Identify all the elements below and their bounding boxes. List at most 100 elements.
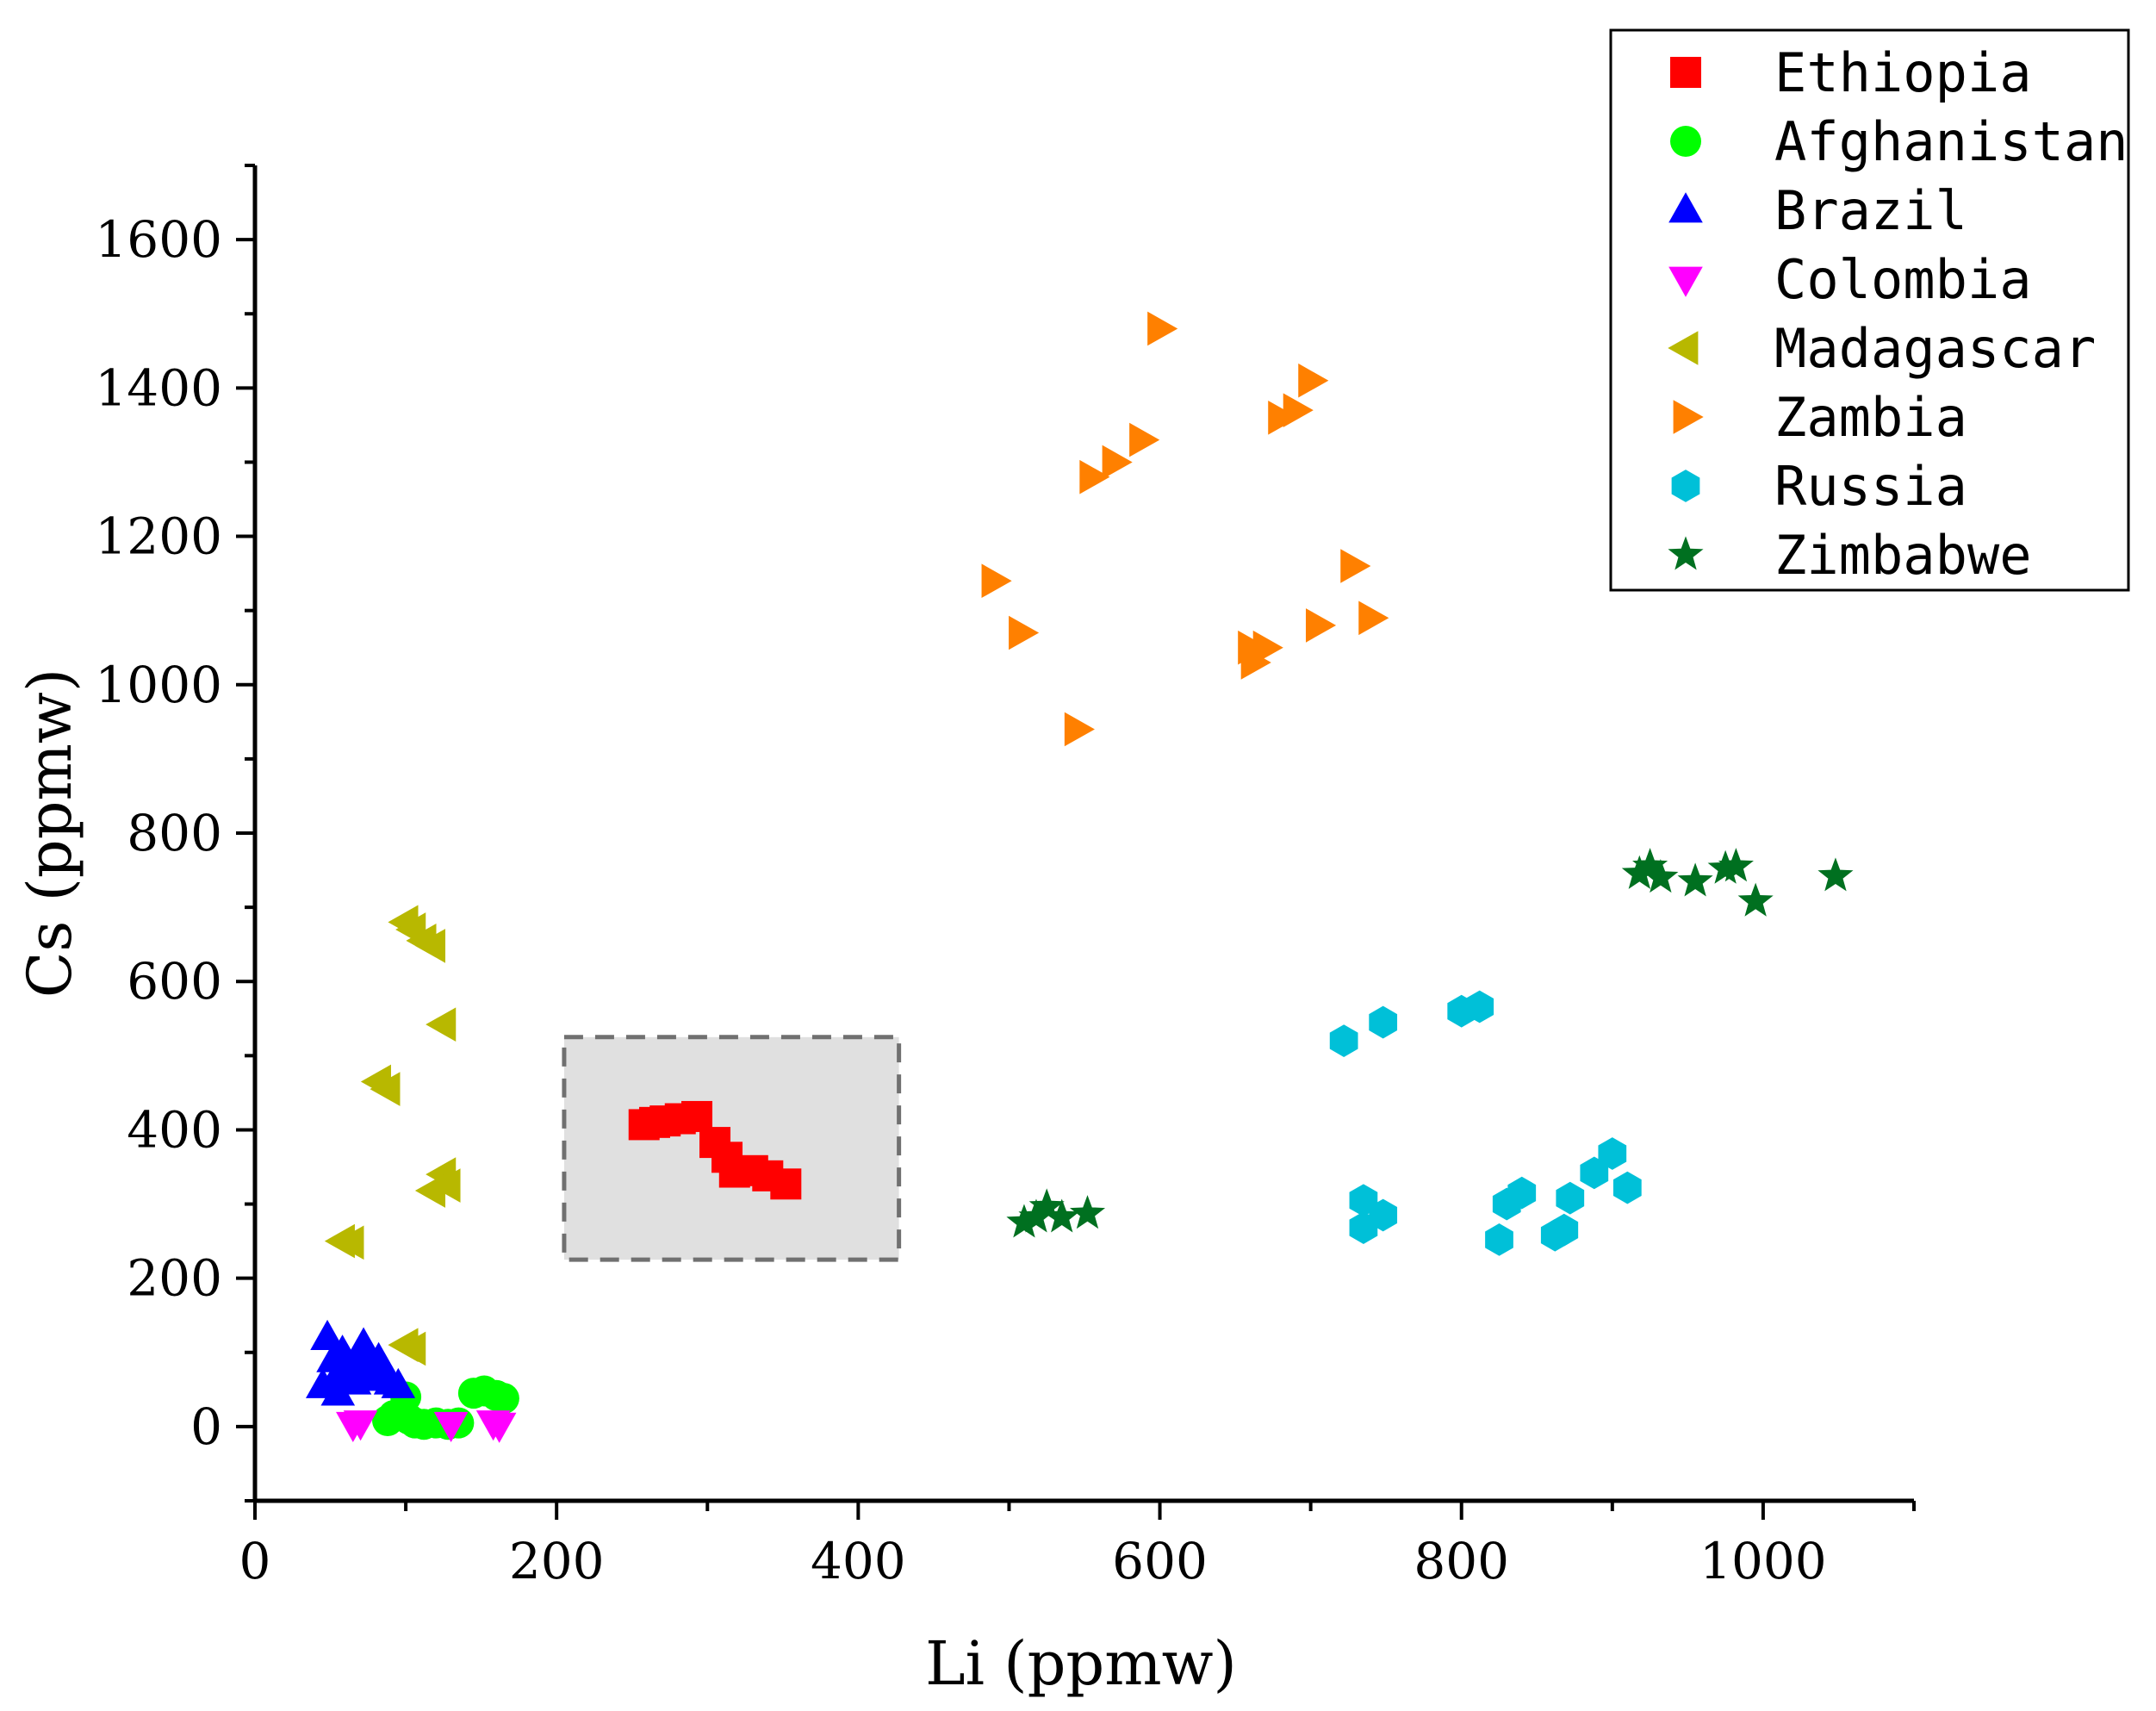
y-tick-label: 200 — [127, 1249, 222, 1308]
legend-label-russia: Russia — [1774, 455, 1967, 518]
data-point-zambia — [1240, 645, 1271, 680]
data-point-colombia — [482, 1412, 517, 1443]
data-point-russia — [1580, 1156, 1609, 1190]
x-tick-label: 600 — [1112, 1532, 1208, 1590]
x-tick-label: 200 — [509, 1532, 605, 1590]
legend-label-colombia: Colombia — [1774, 248, 2032, 311]
series-zambia — [981, 311, 1389, 747]
data-point-russia — [1556, 1181, 1585, 1215]
legend-marker-zambia — [1673, 400, 1704, 434]
data-point-zimbabwe — [1621, 855, 1657, 889]
data-point-ethiopia — [770, 1168, 802, 1200]
legend-marker-colombia — [1668, 266, 1703, 297]
data-point-zambia — [1298, 363, 1329, 398]
y-tick-label: 1000 — [95, 656, 222, 714]
data-point-madagascar — [430, 1168, 461, 1203]
data-point-brazil — [346, 1327, 381, 1358]
y-tick-label: 1400 — [95, 358, 222, 417]
legend-marker-ethiopia — [1670, 57, 1701, 88]
data-point-brazil — [381, 1367, 416, 1398]
series-madagascar — [324, 905, 461, 1366]
x-tick-label: 800 — [1414, 1532, 1509, 1590]
data-point-russia — [1329, 1024, 1358, 1058]
series-afghanistan — [372, 1375, 519, 1440]
x-tick-label: 0 — [239, 1532, 271, 1590]
series-colombia — [336, 1410, 517, 1443]
legend-marker-zimbabwe — [1668, 536, 1704, 570]
data-point-zambia — [1064, 712, 1095, 747]
ticks: 0 200 400 600 800 1000 0 200 400 600 800 1000 1200 14… — [95, 164, 1916, 1590]
data-point-zambia — [1079, 459, 1110, 495]
legend-box — [1609, 28, 2130, 592]
legend-marker-madagascar — [1668, 331, 1699, 365]
legend-label-brazil: Brazil — [1774, 179, 1967, 242]
legend-label-afghanistan: Afghanistan — [1774, 110, 2128, 173]
data-point-zimbabwe — [1718, 848, 1754, 882]
data-point-madagascar — [370, 1072, 401, 1106]
data-point-madagascar — [414, 929, 446, 963]
data-point-russia — [1465, 990, 1494, 1023]
legend-label-ethiopia: Ethiopia — [1774, 41, 2032, 104]
data-point-madagascar — [426, 1007, 457, 1042]
data-point-afghanistan — [488, 1383, 519, 1415]
data-point-zimbabwe — [1044, 1198, 1080, 1233]
legend-label-zimbabwe: Zimbabwe — [1774, 524, 2032, 587]
data-point-madagascar — [395, 1331, 426, 1366]
data-point-russia — [1507, 1176, 1537, 1210]
data-point-zimbabwe — [1737, 882, 1774, 917]
data-point-russia — [1485, 1223, 1513, 1256]
data-point-zimbabwe — [1677, 862, 1713, 897]
data-point-russia — [1612, 1171, 1642, 1204]
data-point-madagascar — [333, 1225, 364, 1260]
legend: EthiopiaAfghanistanBrazilColombiaMadagas… — [1609, 28, 2130, 592]
data-point-zimbabwe — [1817, 857, 1854, 892]
data-point-zambia — [1305, 608, 1337, 643]
y-tick-label: 1200 — [95, 507, 222, 566]
series-ethiopia — [628, 1100, 802, 1200]
legend-marker-afghanistan — [1670, 126, 1701, 157]
data-point-zambia — [1358, 600, 1389, 636]
data-point-russia — [1369, 1005, 1398, 1039]
legend-label-zambia: Zambia — [1774, 386, 1967, 449]
x-tick-label: 1000 — [1699, 1532, 1827, 1590]
data-point-ethiopia — [681, 1100, 713, 1132]
data-point-zimbabwe — [1028, 1188, 1065, 1223]
data-point-colombia — [343, 1410, 378, 1441]
x-tick-label: 400 — [811, 1532, 906, 1590]
data-points — [305, 311, 1854, 1443]
y-tick-label: 400 — [127, 1100, 222, 1159]
data-point-zimbabwe — [1006, 1204, 1042, 1238]
data-point-zimbabwe — [1643, 859, 1679, 893]
data-point-zimbabwe — [1707, 849, 1743, 884]
data-point-zambia — [1009, 615, 1040, 650]
data-point-zambia — [1340, 549, 1371, 583]
data-point-zambia — [1129, 422, 1160, 457]
data-point-russia — [1349, 1211, 1378, 1245]
data-point-zimbabwe — [1632, 848, 1668, 882]
data-point-zambia — [1102, 445, 1133, 480]
data-point-zambia — [1147, 311, 1178, 346]
data-point-russia — [1598, 1137, 1627, 1170]
y-axis-title: Cs (ppmw) — [15, 669, 85, 998]
y-tick-label: 1600 — [95, 210, 222, 269]
data-point-zambia — [1252, 630, 1283, 665]
series-zimbabwe — [1006, 848, 1854, 1238]
data-point-colombia — [433, 1411, 469, 1443]
data-point-brazil — [310, 1319, 345, 1350]
y-tick-label: 800 — [127, 804, 222, 862]
y-tick-label: 600 — [127, 952, 222, 1011]
data-point-russia — [1550, 1213, 1579, 1247]
data-point-zambia — [981, 563, 1012, 599]
x-axis-title: Li (ppmw) — [925, 1628, 1237, 1699]
legend-marker-brazil — [1668, 192, 1703, 223]
series-brazil — [305, 1319, 416, 1406]
series-russia — [1329, 990, 1642, 1256]
data-point-zambia — [1283, 393, 1314, 427]
y-tick-label: 0 — [190, 1397, 222, 1456]
data-point-zimbabwe — [1069, 1195, 1106, 1229]
legend-label-madagascar: Madagascar — [1774, 317, 2096, 380]
legend-marker-russia — [1671, 470, 1700, 502]
data-point-brazil — [320, 1375, 356, 1406]
data-point-zimbabwe — [1018, 1198, 1054, 1233]
